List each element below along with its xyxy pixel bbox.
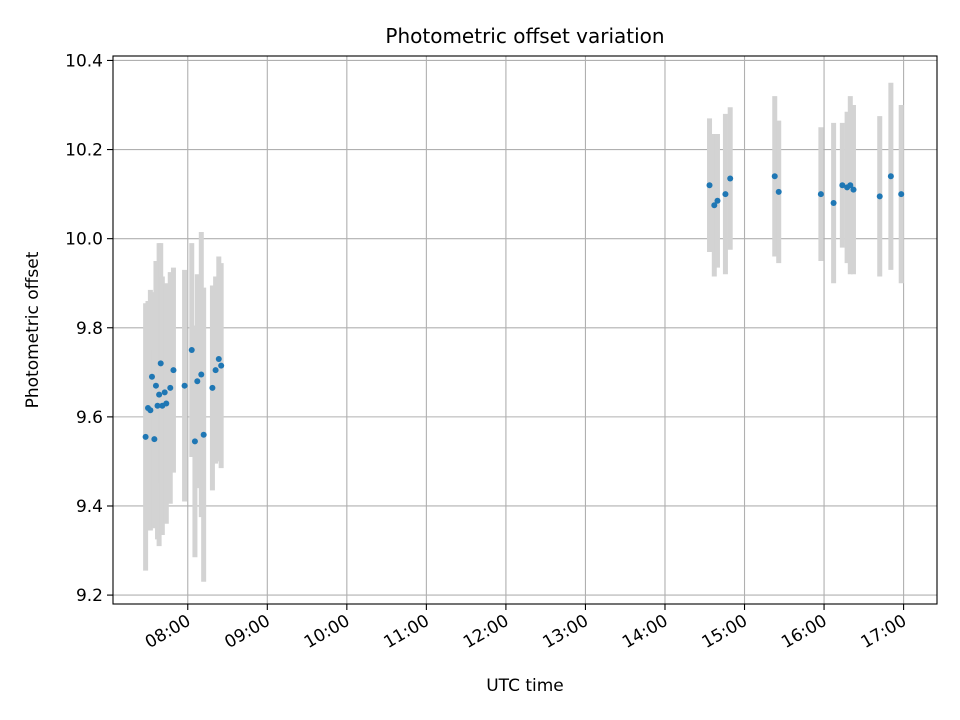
data-point bbox=[151, 436, 158, 443]
data-point bbox=[706, 182, 713, 189]
data-point bbox=[142, 433, 149, 440]
data-point bbox=[170, 367, 177, 374]
y-tick-label: 9.4 bbox=[76, 497, 103, 517]
data-point bbox=[167, 384, 174, 391]
data-point bbox=[830, 200, 837, 207]
y-tick-label: 10.4 bbox=[65, 51, 103, 71]
data-point bbox=[847, 182, 854, 189]
data-point bbox=[209, 384, 216, 391]
y-tick-label: 10.2 bbox=[65, 141, 103, 161]
data-point bbox=[215, 355, 222, 362]
y-tick-label: 9.8 bbox=[76, 319, 103, 339]
y-axis-title: Photometric offset bbox=[23, 251, 43, 408]
data-point bbox=[771, 173, 778, 180]
y-tick-label: 9.6 bbox=[76, 408, 103, 428]
data-point bbox=[152, 382, 159, 389]
y-tick-label: 10.0 bbox=[65, 230, 103, 250]
data-point bbox=[200, 431, 207, 438]
data-point bbox=[156, 391, 163, 398]
data-point bbox=[817, 191, 824, 198]
y-axis: 9.2 9.4 9.6 9.8 10.0 10.2 10.4 bbox=[65, 51, 113, 606]
data-point bbox=[194, 378, 201, 385]
data-point bbox=[722, 191, 729, 198]
grid bbox=[113, 56, 937, 604]
data-point bbox=[154, 402, 161, 409]
data-point bbox=[148, 373, 155, 380]
data-point bbox=[191, 438, 198, 445]
chart-title: Photometric offset variation bbox=[385, 24, 664, 48]
data-point bbox=[711, 202, 718, 209]
data-point bbox=[887, 173, 894, 180]
data-point bbox=[727, 175, 734, 182]
y-tick-label: 9.2 bbox=[76, 586, 103, 606]
plot-frame bbox=[112, 55, 938, 605]
data-point bbox=[775, 188, 782, 195]
data-point bbox=[157, 360, 164, 367]
data-point bbox=[161, 389, 168, 396]
data-point bbox=[850, 186, 857, 193]
data-point bbox=[218, 362, 225, 369]
data-point bbox=[212, 367, 219, 374]
data-point bbox=[839, 182, 846, 189]
data-points bbox=[142, 173, 905, 445]
data-point bbox=[188, 347, 195, 354]
x-axis-title: UTC time bbox=[486, 676, 564, 696]
data-point bbox=[163, 400, 170, 407]
data-point bbox=[181, 382, 188, 389]
data-point bbox=[147, 407, 154, 414]
data-point bbox=[714, 197, 721, 204]
data-point bbox=[198, 371, 205, 378]
data-point bbox=[898, 191, 905, 198]
data-point bbox=[876, 193, 883, 200]
